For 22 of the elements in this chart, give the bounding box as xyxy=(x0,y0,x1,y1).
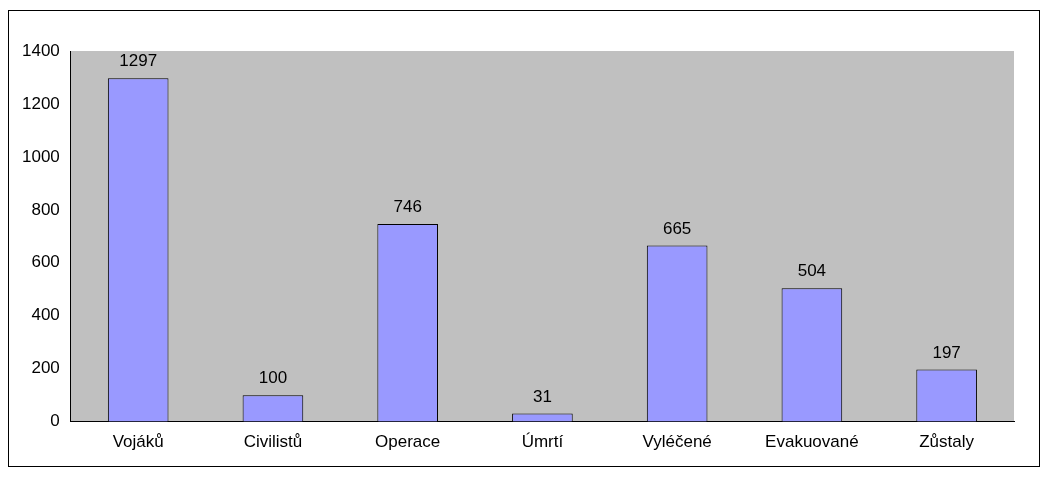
y-tick-label: 0 xyxy=(50,411,60,431)
x-tick-label: Operace xyxy=(375,432,441,452)
y-tick-label: 1000 xyxy=(21,146,60,166)
x-tick-label: Civilistů xyxy=(243,432,303,452)
x-tick-label: Vyléčené xyxy=(642,432,712,452)
x-tick-label: Vojáků xyxy=(112,432,164,452)
y-tick-label: 800 xyxy=(31,199,60,219)
data-label: 746 xyxy=(393,197,422,217)
data-label: 31 xyxy=(532,386,552,406)
data-label: 504 xyxy=(797,261,827,281)
data-label: 197 xyxy=(932,342,961,362)
data-label: 665 xyxy=(662,218,692,238)
x-tick-label: Zůstaly xyxy=(919,432,975,452)
data-label: 100 xyxy=(258,368,288,388)
x-tick-label: Úmrtí xyxy=(521,432,564,452)
y-tick-label: 400 xyxy=(31,305,60,325)
y-tick-label: 600 xyxy=(31,252,60,272)
y-tick-label: 200 xyxy=(31,358,60,378)
x-tick-label: Evakuované xyxy=(765,432,859,452)
y-tick-label: 1200 xyxy=(21,93,60,113)
y-tick-label: 1400 xyxy=(21,40,60,60)
data-label: 1297 xyxy=(119,51,158,71)
